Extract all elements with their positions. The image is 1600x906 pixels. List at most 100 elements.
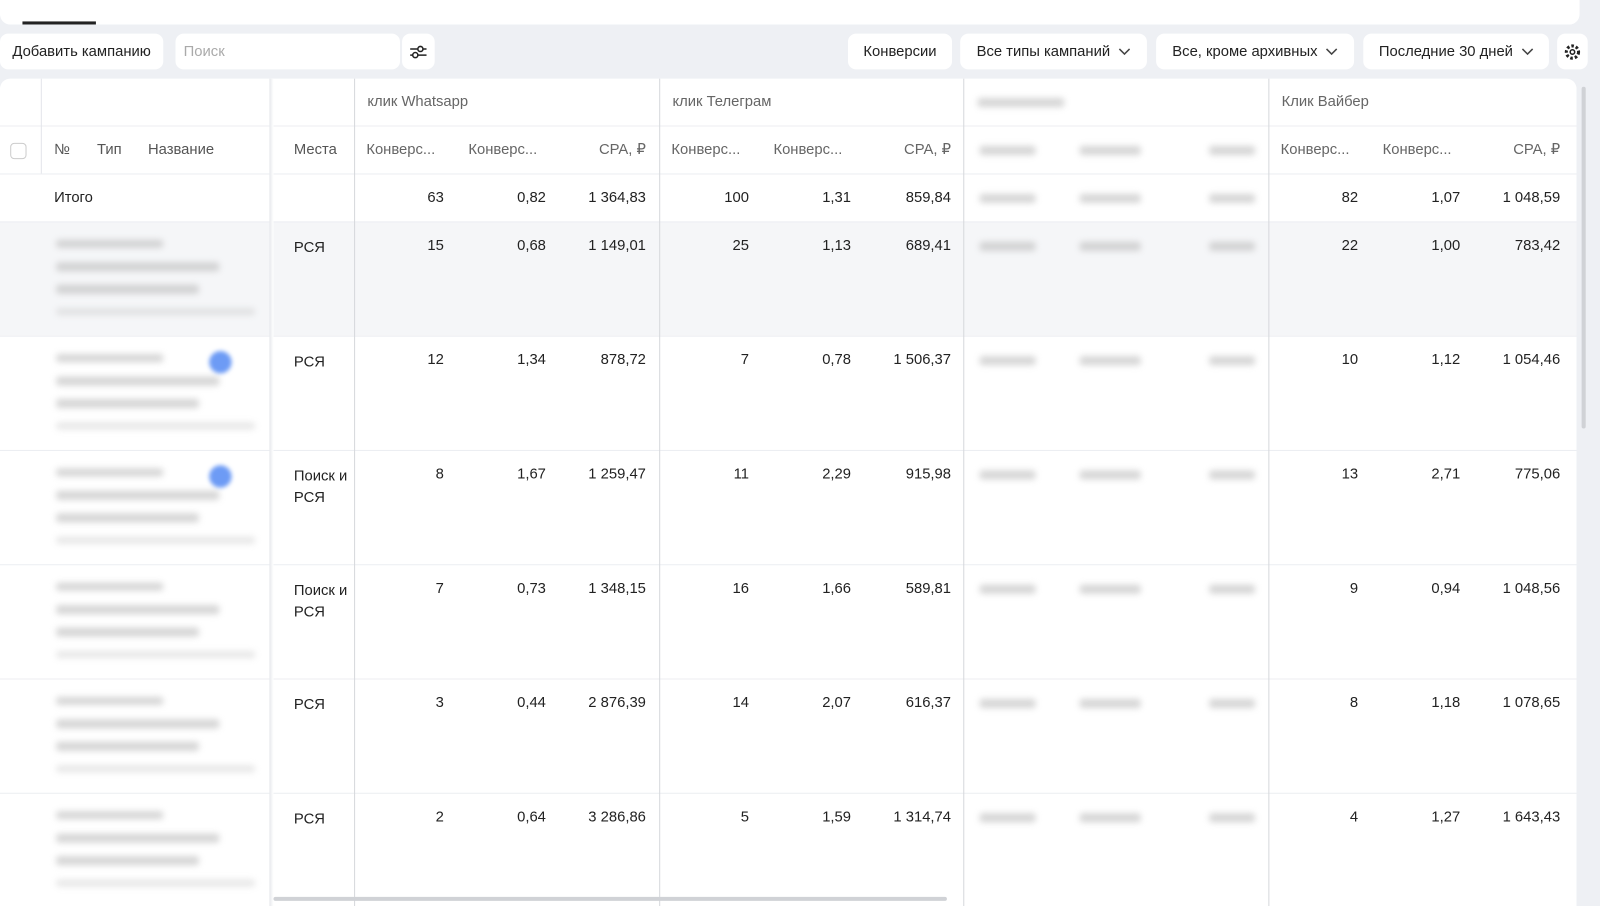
blurred-name <box>56 856 199 866</box>
goal-header: Клик Вайбер <box>1281 93 1369 111</box>
blurred-value <box>1209 584 1256 594</box>
cell-value: 0,78 <box>822 352 852 369</box>
cell-value: 16 <box>732 580 749 597</box>
cell-value: 1,59 <box>822 809 852 826</box>
total-label: Итого <box>54 189 93 207</box>
row-divider <box>0 792 1577 794</box>
blurred-value <box>979 813 1036 823</box>
blurred-links <box>56 308 256 316</box>
places: РСЯ <box>293 354 325 371</box>
cell-value: 100 <box>724 189 749 207</box>
cell-value: 1 506,37 <box>893 352 952 369</box>
status-badge <box>209 465 232 488</box>
goal-header: клик Whatsapp <box>367 93 469 111</box>
blurred-value <box>1079 698 1141 709</box>
cell-value: 878,72 <box>600 352 646 369</box>
cell-value: 775,06 <box>1514 466 1561 483</box>
cell-value: 82 <box>1341 189 1359 207</box>
column-header: Название <box>147 141 215 159</box>
filter-dropdown[interactable]: Конверсии <box>847 33 953 70</box>
cell-value: 0,82 <box>517 189 546 207</box>
icon <box>410 45 427 58</box>
filter-dropdown[interactable]: Все типы кампаний <box>960 33 1147 70</box>
blurred-value <box>979 193 1036 204</box>
blurred-name <box>56 513 199 523</box>
settings-filter-button[interactable] <box>402 33 435 70</box>
blurred-links <box>56 650 256 659</box>
cell-value: 689,41 <box>905 237 952 255</box>
cell-value: 0,68 <box>517 237 546 255</box>
search-input[interactable]: Поиск <box>175 33 400 70</box>
cell-value: 15 <box>427 237 444 255</box>
blurred-name <box>56 627 199 637</box>
blurred-id <box>56 811 164 820</box>
cell-value: 3 286,86 <box>588 809 646 826</box>
chevron <box>1118 47 1131 55</box>
placeholder: Поиск <box>183 43 225 60</box>
row-divider <box>0 335 1577 337</box>
cell-value: 1,00 <box>1431 237 1461 255</box>
blurred-links <box>56 422 256 430</box>
gear-button[interactable] <box>1557 33 1588 70</box>
cell-value: 8 <box>1349 694 1359 712</box>
sticky-shadow <box>269 78 274 906</box>
cell-value: 1,18 <box>1431 694 1461 712</box>
blurred-value <box>1209 356 1256 366</box>
blurred-name <box>56 605 220 615</box>
column-header: CPA, ₽ <box>1513 141 1561 159</box>
blurred-value <box>1209 470 1256 480</box>
cell-value: 783,42 <box>1514 237 1561 255</box>
cell-value: 1 149,01 <box>588 237 646 255</box>
cell-value: 5 <box>740 809 749 826</box>
places: РСЯ <box>293 239 325 257</box>
cell-value: 12 <box>427 352 444 369</box>
blurred-name <box>56 376 220 386</box>
blurred-links <box>56 536 256 544</box>
cell-value: 1 643,43 <box>1502 809 1561 826</box>
blurred-id <box>56 468 164 477</box>
blurred-value <box>1079 145 1141 156</box>
status-badge <box>209 350 232 374</box>
cell-value: 0,64 <box>517 809 546 826</box>
blurred-links <box>56 879 256 887</box>
cell-value: 1 259,47 <box>588 466 646 483</box>
row-divider <box>0 125 1577 127</box>
cell-value: 1 054,46 <box>1502 352 1561 369</box>
column-header: Конверс... <box>468 141 538 159</box>
blurred-value <box>1209 193 1256 204</box>
column-header: Места <box>293 141 337 159</box>
blurred-value <box>1079 356 1141 366</box>
column-header: Тип <box>96 141 122 159</box>
cell-value: 616,37 <box>905 694 952 712</box>
table: № Тип Название Места клик Whatsapp Конверс...… <box>0 78 1577 906</box>
filter-dropdown[interactable]: Последние 30 дней <box>1363 33 1549 70</box>
group-divider <box>1268 78 1270 906</box>
checkbox[interactable] <box>10 142 27 160</box>
cell-value: 1 078,65 <box>1502 694 1561 712</box>
cell-value: 0,44 <box>517 694 546 712</box>
places: Поиск и РСЯ <box>293 582 348 621</box>
blurred-value <box>1079 813 1141 823</box>
blurred-id <box>56 582 164 591</box>
cell-value: 2,29 <box>822 466 852 483</box>
cell-value: 63 <box>427 189 444 207</box>
cell-value: 1 048,56 <box>1502 580 1561 597</box>
cell-value: 0,73 <box>517 580 546 597</box>
cell-value: 1,34 <box>517 352 546 369</box>
blurred-value <box>1079 584 1141 594</box>
blurred-value <box>1209 813 1256 823</box>
cell-value: 589,81 <box>905 580 952 597</box>
label: Добавить кампанию <box>12 43 151 60</box>
cell-value: 2,71 <box>1431 466 1461 483</box>
scrollbar <box>1581 86 1586 429</box>
blurred-name <box>56 398 199 409</box>
add-campaign-button[interactable]: Добавить кампанию <box>0 33 164 70</box>
blurred-value <box>979 145 1036 156</box>
blurred-goal-header <box>977 97 1065 108</box>
cell-value: 2,07 <box>822 694 852 712</box>
filter-dropdown[interactable]: Все, кроме архивных <box>1156 33 1355 70</box>
cell-value: 8 <box>435 466 444 483</box>
group-divider <box>659 78 661 906</box>
cell-value: 1,07 <box>1431 189 1461 207</box>
